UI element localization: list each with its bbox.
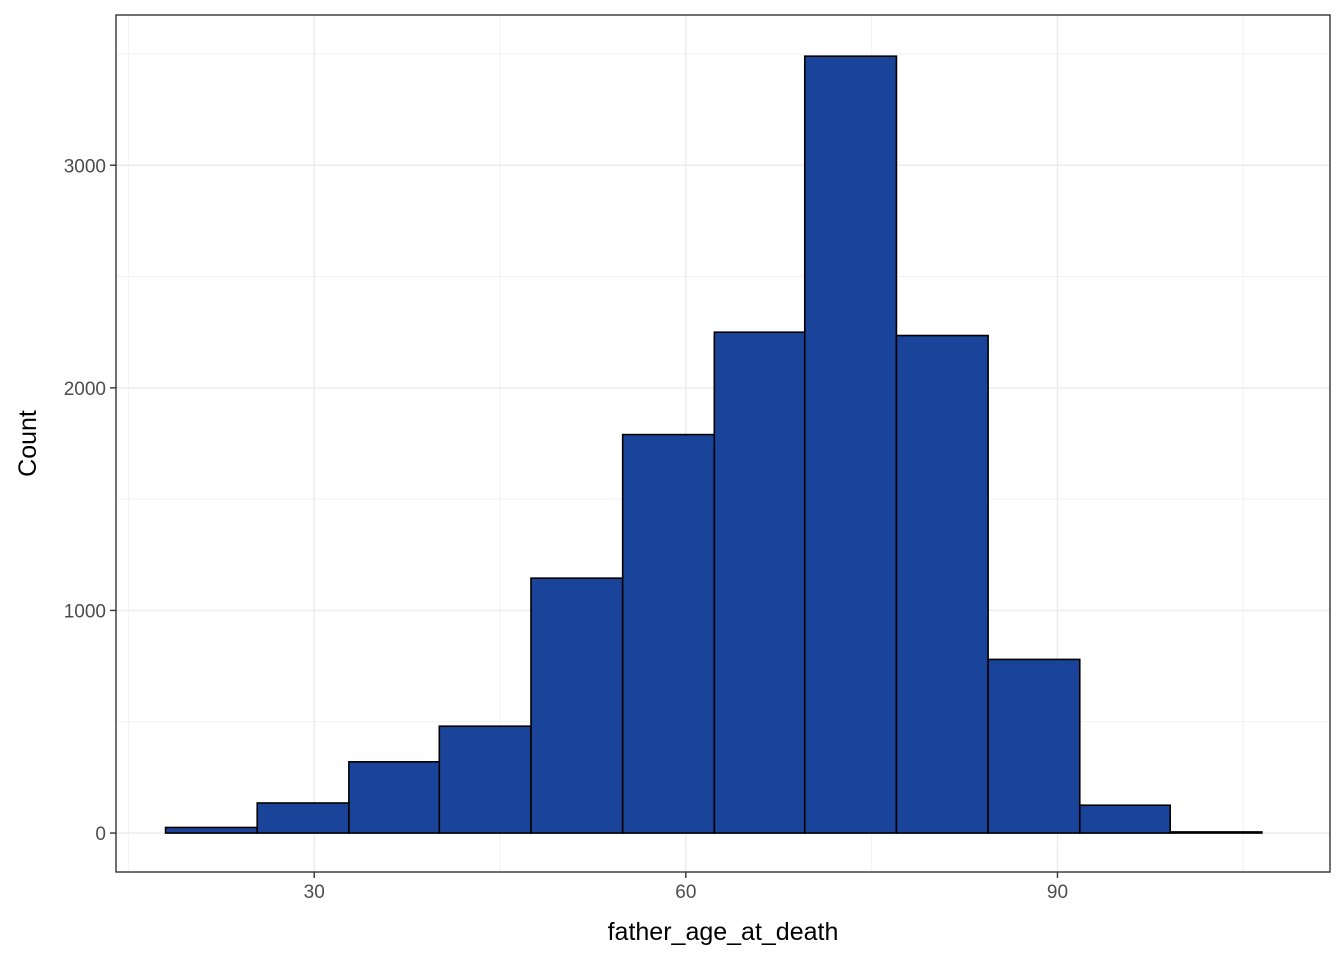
histogram-bar [803, 55, 898, 834]
histogram-bar [987, 658, 1081, 834]
histogram-bar [348, 761, 441, 834]
y-tick-label: 3000 [64, 156, 106, 177]
histogram-bar [256, 802, 350, 834]
histogram-bars [164, 55, 1263, 834]
plot-panel-border [115, 14, 1331, 873]
axis-tick-labels: 30 60 90 0 1000 2000 3000 [64, 156, 1068, 903]
histogram-bar [895, 334, 989, 834]
axis-ticks [110, 164, 1059, 878]
y-tick-label: 0 [95, 824, 106, 845]
histogram-bar [164, 826, 259, 834]
histogram-bar [1169, 831, 1263, 834]
y-tick-label: 2000 [64, 379, 106, 400]
histogram-bar [438, 725, 532, 834]
y-axis-title: Count [14, 410, 42, 477]
histogram-bar [1078, 804, 1171, 834]
x-axis-title: father_age_at_death [608, 918, 839, 946]
x-tick-label: 90 [1047, 882, 1068, 903]
x-tick-label: 30 [304, 882, 325, 903]
histogram-bar [530, 577, 624, 834]
y-tick-label: 1000 [64, 601, 106, 622]
histogram-bar [621, 433, 716, 834]
x-tick-label: 60 [675, 882, 696, 903]
histogram-bar [713, 331, 806, 834]
